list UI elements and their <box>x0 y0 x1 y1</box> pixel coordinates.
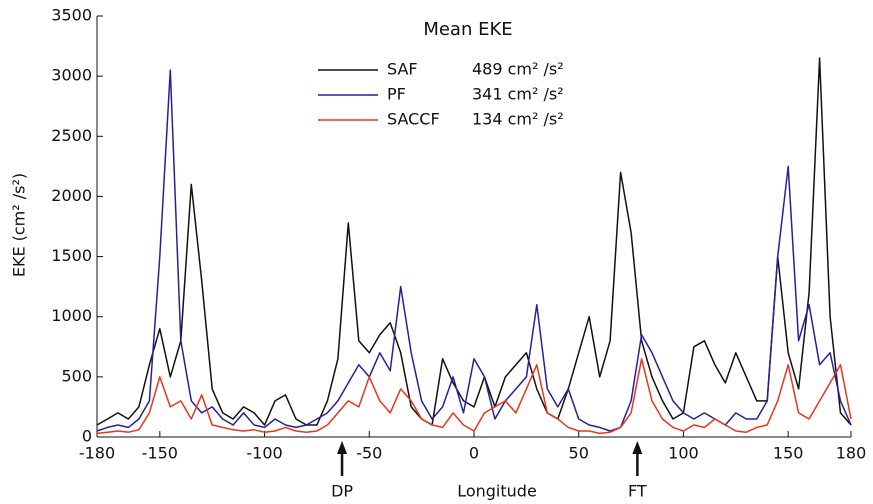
series-line <box>96 358 852 435</box>
y-tick-label: 1000 <box>51 306 92 325</box>
x-tick-label: 150 <box>773 444 804 463</box>
legend-label: SACCF <box>387 110 440 129</box>
y-tick-label: 2000 <box>51 186 92 205</box>
x-tick-label: -180 <box>79 444 115 463</box>
y-tick-label: 2500 <box>51 126 92 145</box>
x-tick-label: 0 <box>469 444 479 463</box>
x-tick-label: -50 <box>356 444 382 463</box>
y-tick-label: 3000 <box>51 66 92 85</box>
annotation-label: FT <box>628 482 647 501</box>
annotation-arrowhead <box>337 441 348 454</box>
legend-title: Mean EKE <box>423 19 512 40</box>
legend-label: PF <box>387 85 406 104</box>
annotation-arrowhead <box>632 441 643 454</box>
x-axis-label: Longitude <box>457 482 537 501</box>
x-tick-label: 180 <box>836 444 867 463</box>
y-tick-label: 1500 <box>51 246 92 265</box>
x-tick-label: -150 <box>142 444 178 463</box>
y-tick-label: 0 <box>82 427 92 446</box>
legend-mean: 489 cm² /s² <box>472 60 564 79</box>
x-tick-label: 100 <box>668 444 699 463</box>
y-tick-label: 500 <box>61 366 92 385</box>
legend-label: SAF <box>387 60 418 79</box>
annotation-label: DP <box>331 482 353 501</box>
x-tick-label: 50 <box>569 444 589 463</box>
y-tick-label: 3500 <box>51 6 92 25</box>
y-axis-label: EKE (cm² /s²) <box>10 173 29 277</box>
legend-mean: 341 cm² /s² <box>472 85 564 104</box>
legend-mean: 134 cm² /s² <box>472 110 564 129</box>
x-tick-label: -100 <box>246 444 282 463</box>
series-line <box>96 57 852 426</box>
